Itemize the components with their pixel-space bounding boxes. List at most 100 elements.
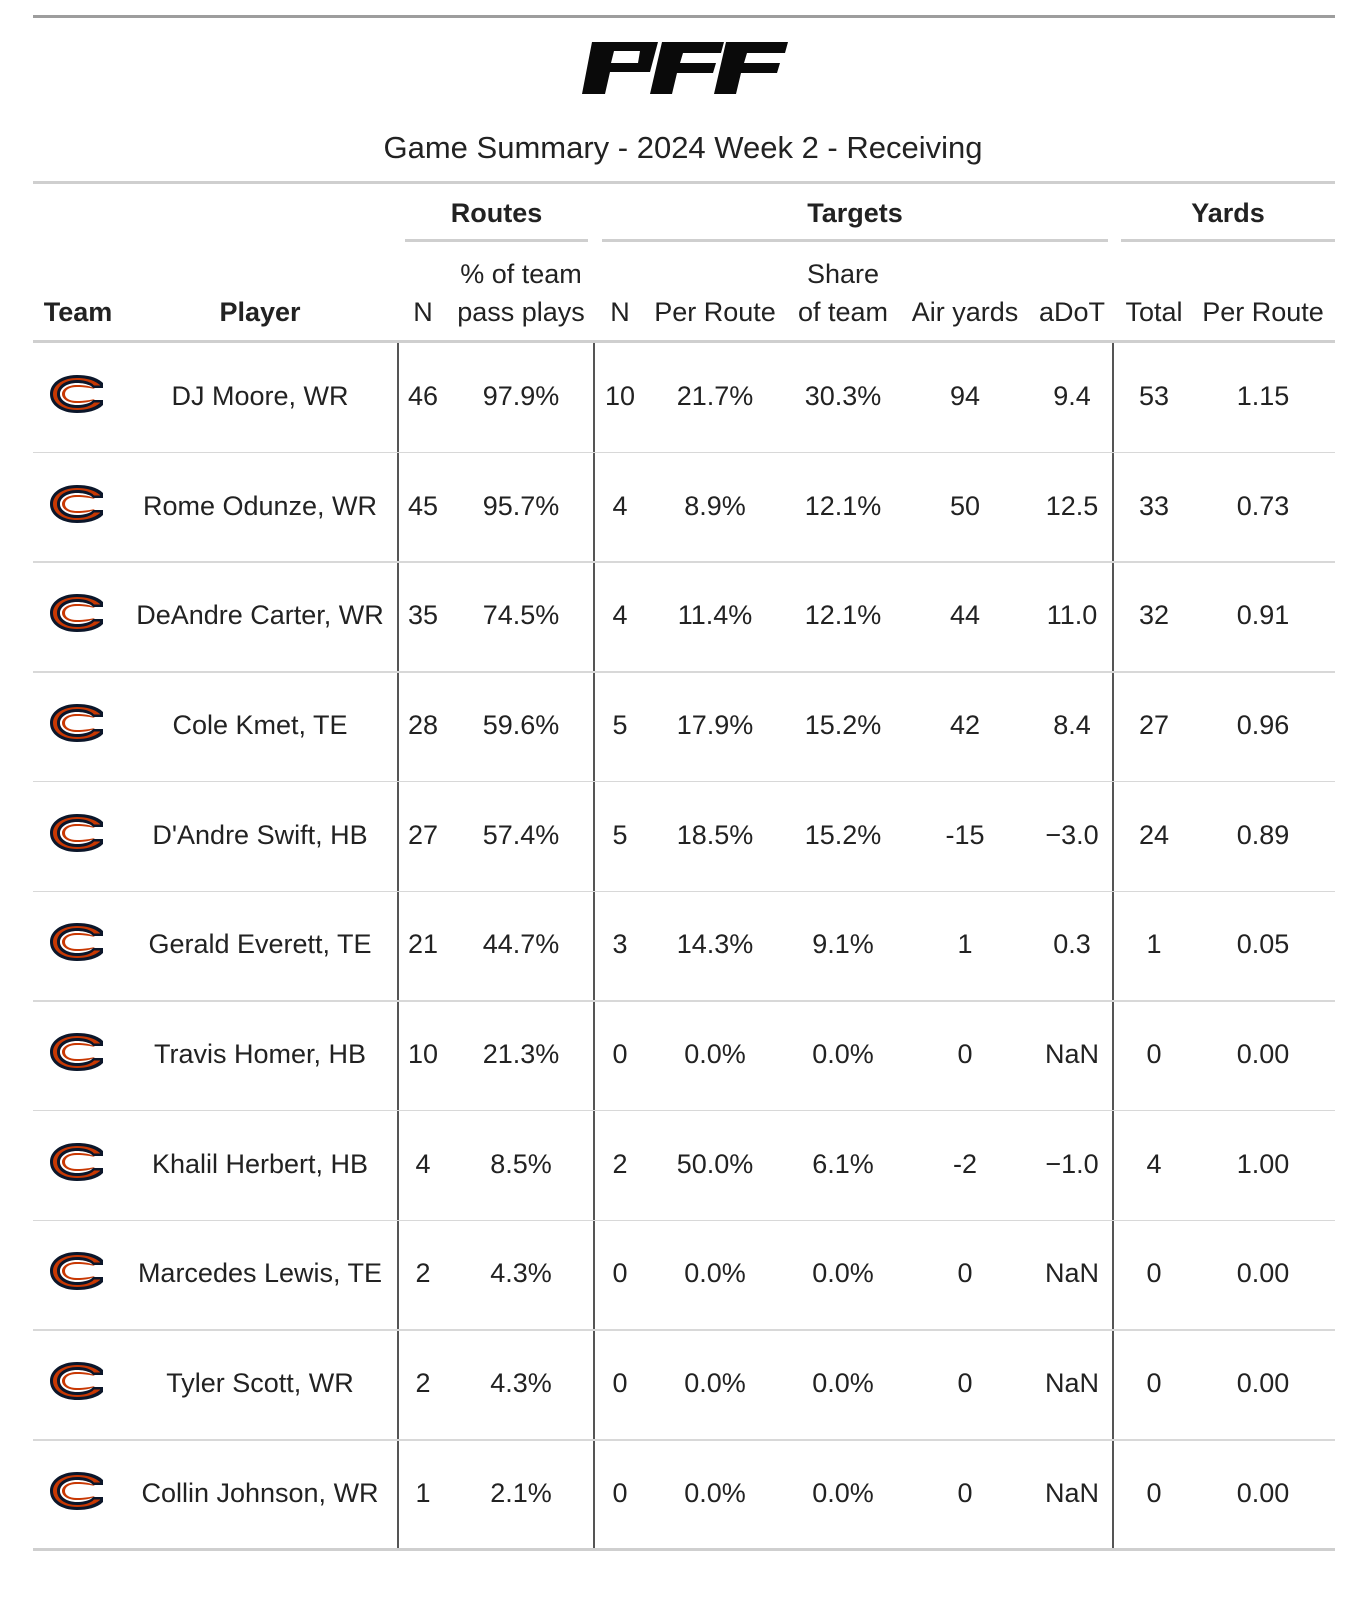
row-divider xyxy=(33,890,1335,892)
adot: NaN xyxy=(1044,1368,1099,1399)
chicago-bears-c-icon xyxy=(50,1033,103,1072)
chicago-bears-c-icon xyxy=(50,1252,103,1291)
player-name: Collin Johnson, WR xyxy=(141,1477,379,1508)
col-targets-per-route: Per Route xyxy=(654,297,776,327)
yards-per-route: 0.00 xyxy=(1236,1258,1290,1289)
routes-pct: 2.1% xyxy=(490,1477,552,1508)
targets-share: 12.1% xyxy=(804,490,882,521)
yards-per-route: 0.89 xyxy=(1236,819,1290,850)
adot: −1.0 xyxy=(1045,1148,1099,1179)
header-rule xyxy=(33,340,1335,343)
targets-share: 0.0% xyxy=(812,1477,874,1508)
chicago-bears-c-icon xyxy=(50,703,103,742)
routes-pct: 95.7% xyxy=(482,490,560,521)
player-name: DJ Moore, WR xyxy=(171,380,349,411)
yards-per-route: 0.00 xyxy=(1236,1477,1290,1508)
bottom-rule xyxy=(33,1548,1335,1551)
spanner-targets-rule xyxy=(602,239,1108,242)
adot: 0.3 xyxy=(1053,929,1091,960)
targets-per-route: 0.0% xyxy=(684,1368,746,1399)
spanner-yards-rule xyxy=(1121,239,1335,242)
col-yards-total: Total xyxy=(1125,297,1183,327)
adot: 8.4 xyxy=(1053,709,1091,740)
targets-per-route: 8.9% xyxy=(684,490,746,521)
player-name: Gerald Everett, TE xyxy=(148,929,372,960)
yards-total: 0 xyxy=(1146,1258,1162,1289)
air-yards: -15 xyxy=(945,819,985,850)
table-title: Game Summary - 2024 Week 2 - Receiving xyxy=(383,130,983,165)
col-targets-share-line1: Share xyxy=(806,259,880,289)
yards-per-route: 0.00 xyxy=(1236,1039,1290,1070)
spanner-targets: Targets xyxy=(807,198,903,228)
yards-total: 53 xyxy=(1138,380,1170,411)
targets-per-route: 18.5% xyxy=(676,819,754,850)
chicago-bears-c-icon xyxy=(50,1471,103,1510)
routes-n: 45 xyxy=(407,490,439,521)
player-name: Cole Kmet, TE xyxy=(172,709,348,740)
col-targets-n: N xyxy=(610,297,630,327)
row-divider xyxy=(33,1439,1335,1441)
col-team: Team xyxy=(43,297,113,327)
col-routes-n: N xyxy=(413,297,433,327)
targets-n: 5 xyxy=(612,819,628,850)
adot: NaN xyxy=(1044,1039,1099,1070)
routes-n: 28 xyxy=(407,709,439,740)
player-name: DeAndre Carter, WR xyxy=(136,600,384,631)
air-yards: 0 xyxy=(957,1368,973,1399)
targets-per-route: 21.7% xyxy=(676,380,754,411)
targets-per-route: 0.0% xyxy=(684,1039,746,1070)
yards-total: 24 xyxy=(1138,819,1170,850)
pff-logo xyxy=(582,42,788,94)
chicago-bears-c-icon xyxy=(50,484,103,523)
targets-per-route: 0.0% xyxy=(684,1477,746,1508)
routes-n: 27 xyxy=(407,819,439,850)
chicago-bears-c-icon xyxy=(50,1362,103,1401)
routes-pct: 59.6% xyxy=(482,709,560,740)
routes-pct: 57.4% xyxy=(482,819,560,850)
routes-n: 10 xyxy=(407,1039,439,1070)
row-divider xyxy=(33,671,1335,673)
targets-per-route: 11.4% xyxy=(677,600,753,631)
yards-per-route: 0.00 xyxy=(1236,1368,1290,1399)
row-divider xyxy=(33,1109,1335,1112)
air-yards: 1 xyxy=(957,929,973,960)
routes-pct: 74.5% xyxy=(482,600,560,631)
air-yards: 0 xyxy=(957,1039,973,1070)
routes-pct: 4.3% xyxy=(490,1258,552,1289)
air-yards: 50 xyxy=(949,490,981,521)
targets-n: 0 xyxy=(612,1039,628,1070)
yards-total: 1 xyxy=(1146,929,1162,960)
player-name: Marcedes Lewis, TE xyxy=(137,1258,383,1289)
adot: NaN xyxy=(1044,1477,1099,1508)
routes-n: 1 xyxy=(415,1477,431,1508)
row-divider xyxy=(33,780,1335,783)
yards-per-route: 0.91 xyxy=(1236,600,1290,631)
targets-share: 12.1% xyxy=(804,600,882,631)
col-routes-pct-line1: % of team xyxy=(460,259,582,289)
routes-n: 46 xyxy=(407,380,439,411)
yards-per-route: 0.05 xyxy=(1236,929,1290,960)
adot: 12.5 xyxy=(1045,490,1099,521)
targets-n: 0 xyxy=(612,1477,628,1508)
yards-total: 4 xyxy=(1146,1148,1162,1179)
targets-n: 4 xyxy=(612,600,628,631)
air-yards: 44 xyxy=(949,600,981,631)
spanner-routes: Routes xyxy=(450,198,543,228)
col-targets-share-line2: of team xyxy=(797,297,889,327)
row-divider xyxy=(33,1329,1335,1331)
targets-n: 0 xyxy=(612,1258,628,1289)
targets-per-route: 0.0% xyxy=(684,1258,746,1289)
spanner-yards: Yards xyxy=(1191,198,1265,228)
spanner-routes-rule xyxy=(405,239,588,242)
targets-per-route: 17.9% xyxy=(676,709,754,740)
routes-pct: 97.9% xyxy=(482,380,560,411)
col-yards-per-route: Per Route xyxy=(1202,297,1324,327)
routes-pct: 21.3% xyxy=(482,1039,560,1070)
yards-per-route: 0.96 xyxy=(1236,709,1290,740)
targets-share: 6.1% xyxy=(812,1148,874,1179)
adot: 9.4 xyxy=(1053,380,1091,411)
routes-n: 4 xyxy=(415,1148,431,1179)
yards-total: 27 xyxy=(1138,709,1170,740)
col-air-yards: Air yards xyxy=(911,297,1019,327)
routes-pct: 44.7% xyxy=(482,929,560,960)
